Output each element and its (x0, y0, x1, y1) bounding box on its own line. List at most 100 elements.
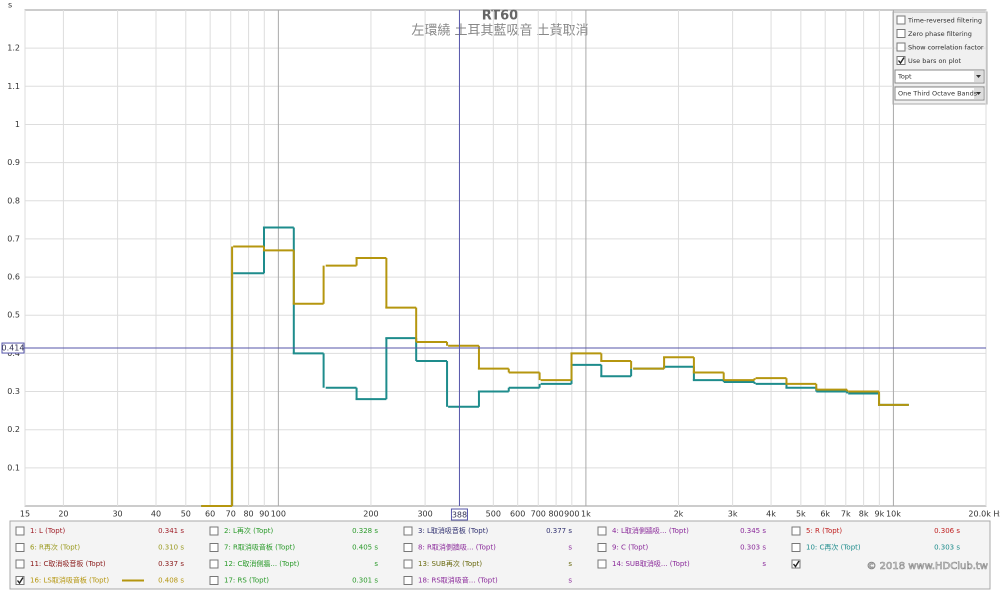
checkbox (15, 526, 25, 536)
x-tick-label: 5k (796, 510, 806, 519)
y-tick-label: 0.8 (7, 196, 20, 205)
x-tick-label: 70 (226, 510, 236, 519)
x-tick-label: 2k (674, 510, 684, 519)
legend-reading: s (568, 577, 572, 585)
checkbox (597, 543, 607, 552)
legend-reading: 0.377 s (546, 527, 572, 535)
legend-reading: 0.408 s (158, 577, 184, 585)
checkbox (403, 559, 413, 569)
checkbox (209, 526, 219, 536)
y-tick-label: 1.2 (7, 44, 20, 53)
x-tick-label: 20 (58, 510, 68, 519)
legend-reading: s (568, 560, 572, 568)
x-tick-label: 30 (112, 510, 122, 519)
dropdown-arrow (976, 75, 981, 78)
cursor-y-label: 0.414 (2, 344, 25, 353)
option-label: Use bars on plot (908, 57, 962, 65)
y-tick-label: 0.3 (7, 387, 20, 396)
checkbox (209, 543, 219, 552)
checkbox (15, 543, 25, 552)
checkbox (791, 526, 801, 536)
plot-area (24, 9, 987, 507)
legend-reading: 0.301 s (352, 577, 378, 585)
legend-name: 7: R取消吸音板 (Topt) (224, 543, 295, 552)
legend-name: 8: R取消側牆吸... (Topt) (418, 543, 496, 552)
checkbox (896, 29, 906, 38)
legend-name: 1: L (Topt) (30, 527, 65, 535)
legend-name: 12: C取消側牆... (Topt) (224, 559, 300, 568)
checkbox (896, 15, 906, 25)
legend-reading: 0.303 s (740, 544, 766, 552)
x-tick-label: 40 (151, 510, 161, 519)
x-tick-label: 80 (243, 510, 253, 519)
cursor-x-box (450, 508, 468, 521)
checkbox (791, 559, 801, 569)
checkmark (16, 577, 24, 585)
legend-reading: 0.345 s (740, 527, 766, 535)
x-tick-label: 9k (874, 510, 884, 519)
legend-name: 17: RS (Topt) (224, 577, 269, 585)
legend-name: 10: C再次 (Topt) (806, 543, 861, 552)
legend-name: 6: R再次 (Topt) (30, 543, 80, 552)
legend-name: 16: LS取消吸音板 (Topt) (30, 576, 109, 585)
checkmark (897, 57, 905, 65)
chart-title: RT60 (482, 9, 518, 24)
legend-reading: 0.328 s (352, 527, 378, 535)
legend-reading: s (374, 560, 378, 568)
y-tick-label: 1 (15, 120, 20, 129)
x-tick-label: 600 (510, 510, 525, 519)
y-tick-label: 0.5 (7, 311, 20, 320)
checkbox (896, 56, 906, 65)
x-tick-label: 7k (841, 510, 851, 519)
dropdown (894, 86, 985, 101)
x-tick-label: 90 (259, 510, 269, 519)
y-tick-label: 0.9 (7, 158, 20, 167)
x-tick-label: 1k (581, 510, 591, 519)
legend-name: 5: R (Topt) (806, 527, 842, 535)
chart-subtitle: 左環繞 土耳其藍吸音 土黃取消 (411, 23, 588, 39)
x-tick-label: 10k (886, 510, 901, 519)
legend-name: 13: SUB再次 (Topt) (418, 559, 482, 568)
dropdown-label[interactable]: One Third Octave Bands (898, 90, 978, 98)
y-axis-label: s (8, 1, 12, 10)
x-tick-label: 3k (728, 510, 738, 519)
x-tick-label: 20.0k Hz (968, 510, 1000, 519)
checkbox (896, 42, 906, 52)
cursor-x-label: 388 (452, 511, 467, 520)
checkbox (403, 576, 413, 585)
option-label: Time-reversed filtering (907, 17, 982, 25)
dropdown-arrow (976, 92, 981, 95)
x-tick-label: 60 (205, 510, 215, 519)
y-tick-label: 0.7 (7, 234, 20, 243)
x-tick-label: 500 (486, 510, 501, 519)
x-tick-label: 4k (766, 510, 776, 519)
checkmark (792, 560, 800, 568)
checkbox (209, 559, 219, 569)
legend-reading: 0.303 s (934, 544, 960, 552)
x-tick-label: 200 (363, 510, 378, 519)
legend-name: 14: SUB取消吸... (Topt) (612, 559, 690, 568)
checkbox (15, 559, 25, 569)
legend-name: 18: RS取消吸音... (Topt) (418, 576, 498, 585)
legend-panel (9, 520, 991, 590)
x-tick-label: 15 (20, 510, 30, 519)
option-label: Show correlation factor (908, 44, 984, 52)
legend-reading: s (762, 560, 766, 568)
x-tick-label: 50 (181, 510, 191, 519)
dropdown-label[interactable]: Topt (897, 73, 912, 81)
x-tick-label: 900 (564, 510, 579, 519)
legend-reading: 0.337 s (158, 560, 184, 568)
legend-reading: 0.405 s (352, 544, 378, 552)
legend-reading: s (568, 544, 572, 552)
checkbox (791, 543, 801, 552)
legend-name: 3: L取消吸音板 (Topt) (418, 526, 488, 535)
legend-reading: 0.306 s (934, 527, 960, 535)
dropdown (894, 69, 985, 84)
x-tick-label: 700 (531, 510, 546, 519)
legend-name: 11: C取消吸音板 (Topt) (30, 559, 106, 568)
x-tick-label: 800 (548, 510, 563, 519)
option-label: Zero phase filtering (908, 30, 972, 38)
checkbox (403, 526, 413, 536)
y-tick-label: 1.1 (7, 82, 20, 91)
